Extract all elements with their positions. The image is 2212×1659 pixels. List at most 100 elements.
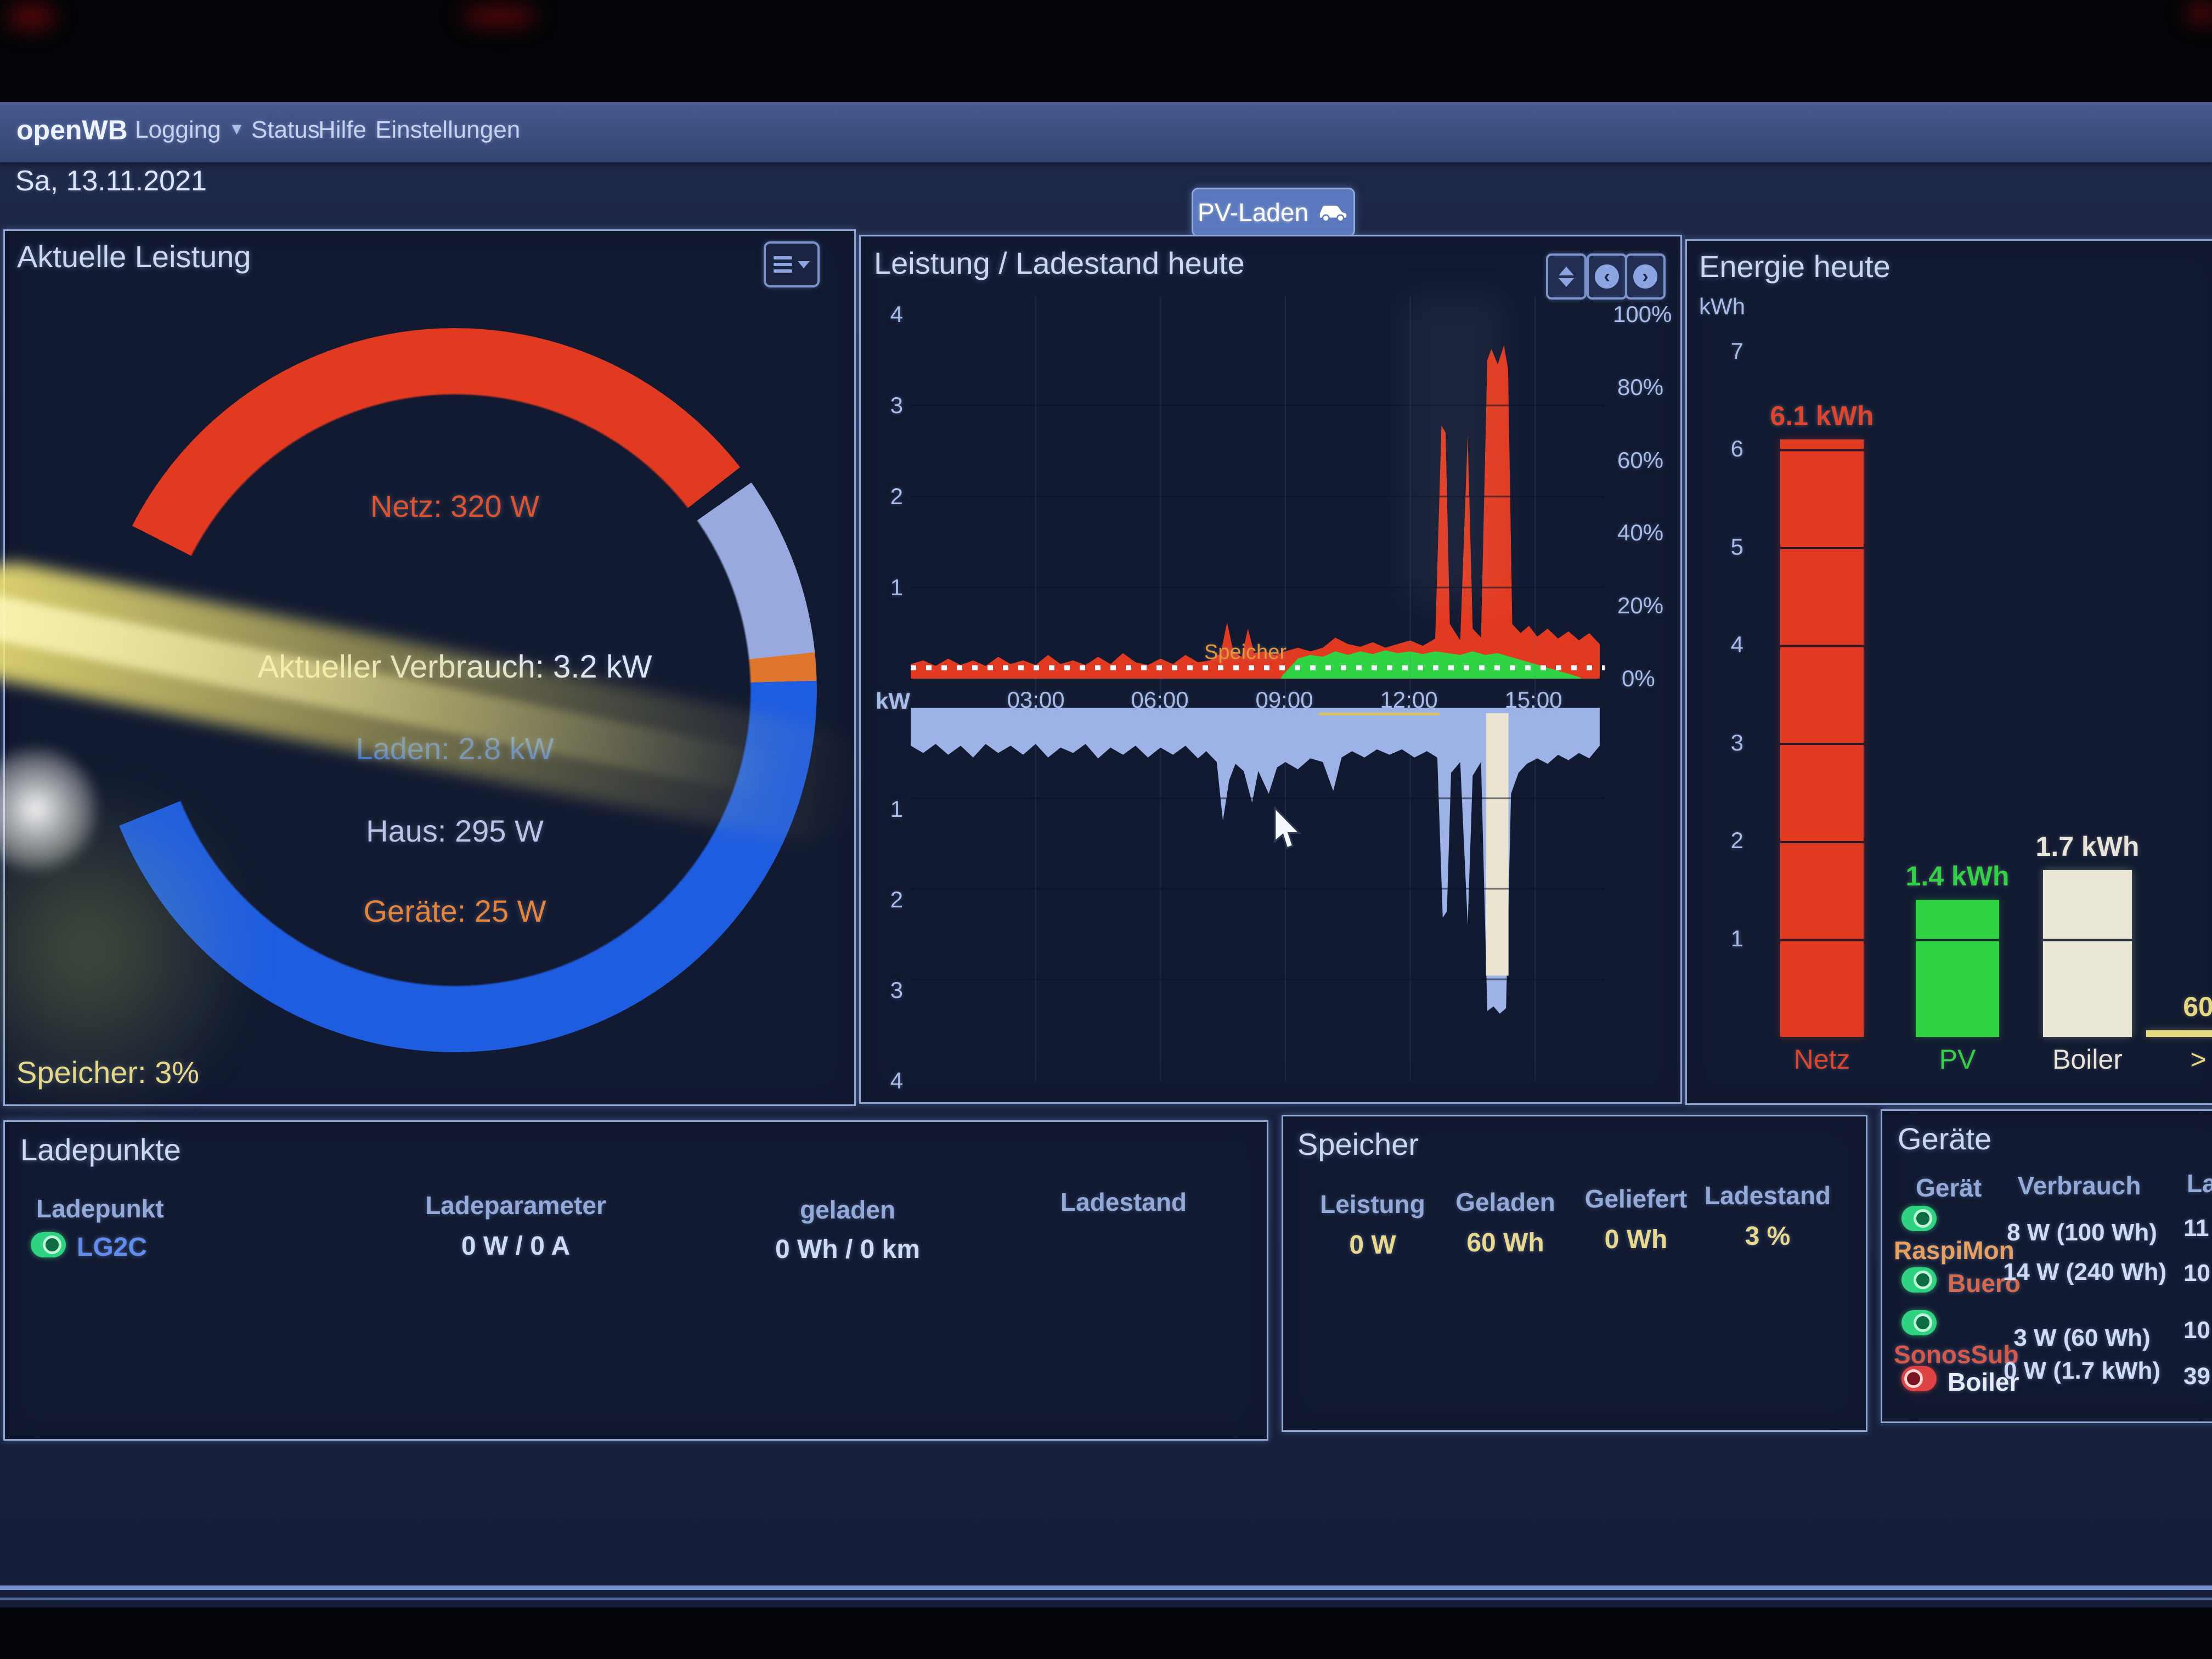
pv-laden-button[interactable]: PV-Laden [1192,188,1355,237]
x-tick: 03:00 [1007,687,1065,713]
energy-bar-slot-pv: 1.4 kWh [1906,351,2009,1037]
panel-speicher: Speicher [1282,1115,1867,1432]
y-tick-right: 60% [1617,447,1664,473]
gauge-speicher-value: Speicher: 3% [16,1055,200,1090]
device-laufzeit: 11 [2183,1215,2209,1242]
y-tick: 6 [1730,436,1743,461]
device-toggle[interactable] [1901,1267,1937,1293]
y-tick-right: 40% [1617,520,1664,545]
panel-title: Aktuelle Leistung [17,239,251,274]
gauge-geraete-value: Geräte: 25 W [363,894,546,928]
energy-bar-slot-boiler: 1.7 kWh [2036,351,2139,1037]
y-tick: 4 [890,301,903,327]
gauge-verbrauch-value: Aktueller Verbrauch: 3.2 kW [257,649,652,685]
y-tick: 2 [890,887,903,912]
y-tick: 4 [890,1068,903,1093]
col-header-verbrauch: Verbrauch [2017,1171,2141,1200]
app-logo: openWB [16,115,128,145]
panel-title: Ladepunkte [20,1132,181,1167]
panel-ladepunkte: Ladepunkte [3,1120,1268,1441]
col-header-laufzeit: La [2187,1169,2212,1198]
device-name: SonosSub [1894,1340,2019,1369]
y-tick: 1 [1730,926,1743,951]
device-verbrauch: 14 W (240 Wh) [2002,1259,2167,1285]
device-verbrauch: 8 W (100 Wh) [2007,1219,2157,1246]
y-tick: 1 [890,796,903,822]
speicher-geliefert-value: 0 Wh [1604,1225,1668,1254]
device-toggle[interactable] [1901,1310,1937,1335]
y-tick: 2 [890,483,903,509]
energy-bar-category: > [2190,1044,2207,1075]
panel-title: Geräte [1898,1121,1992,1156]
chart-next-button[interactable]: › [1625,253,1666,300]
sort-vertical-icon [1559,266,1574,287]
chart-sort-button[interactable] [1546,253,1587,300]
y-tick-right: 100% [1613,301,1672,327]
bezel-reflection [2186,2,2212,24]
nav-item-status[interactable]: Status [251,116,320,143]
device-name: RaspiMon [1894,1236,2015,1265]
energy-bar-category: Boiler [2052,1044,2123,1075]
car-icon [1319,205,1347,222]
energy-bar-slot-netz: 6.1 kWh [1770,351,1874,1037]
nav-item-einstellungen[interactable]: Einstellungen [375,116,521,143]
speicher-geladen-value: 60 Wh [1466,1228,1544,1257]
gauge-laden-value: Laden: 2.8 kW [356,731,554,766]
y-unit-label: kWh [1699,294,1745,319]
device-verbrauch: 3 W (60 Wh) [2013,1324,2151,1351]
y-tick: 3 [890,977,903,1003]
bezel-top [0,0,2212,102]
device-laufzeit: 10 [2183,1260,2210,1286]
ladeparameter-value: 0 W / 0 A [461,1232,571,1261]
panel-title: Energie heute [1699,249,1891,284]
energy-bar-category: Netz [1793,1044,1850,1075]
x-tick: 06:00 [1131,687,1189,713]
col-header-ladeparameter: Ladeparameter [425,1191,606,1220]
chart-prev-button[interactable]: ‹ [1587,253,1627,300]
panel-title: Speicher [1297,1127,1419,1161]
energy-bar-2 [2043,870,2132,1037]
speicher-leistung-value: 0 W [1349,1231,1396,1260]
chevron-right-icon: › [1633,264,1657,289]
x-tick: 12:00 [1380,687,1438,713]
nav-item-hilfe[interactable]: Hilfe [318,116,367,143]
x-tick: 09:00 [1255,687,1313,713]
col-header-geladen: Geladen [1455,1188,1555,1216]
bezel-bottom [0,1607,2212,1659]
date-label: Sa, 13.11.2021 [15,165,207,197]
energy-bar-label-1: 1.4 kWh [1905,860,2010,891]
bezel-reflection [461,5,538,27]
gauge-haus-value: Haus: 295 W [366,814,544,848]
soc-series-label: Speicher [1204,641,1286,664]
col-header-ladepunkt: Ladepunkt [36,1194,164,1223]
y-unit-label: kW [876,688,910,714]
device-verbrauch: 0 W (1.7 kWh) [2003,1357,2161,1384]
power-donut-gauge [93,328,817,1052]
gauge-menu-button[interactable] [764,241,820,287]
col-header-ladestand: Ladestand [1704,1181,1831,1210]
chevron-down-icon [798,261,810,268]
chargepoint-link[interactable]: LG2C [77,1233,148,1262]
navbar: openWB Logging ▼ Status Hilfe Einstellung… [0,102,2212,162]
device-toggle[interactable] [1901,1366,1937,1391]
energy-bar-label-0: 6.1 kWh [1770,400,1874,431]
energy-bar-category: PV [1939,1044,1976,1075]
x-tick: 15:00 [1504,687,1562,713]
y-tick: 3 [1730,730,1743,755]
col-header-geraet: Gerät [1916,1173,1982,1202]
mouse-cursor [1274,806,1302,850]
device-name: Boiler [1948,1368,2019,1396]
device-name: Buero [1948,1269,2021,1297]
energy-bar-1 [1916,899,1999,1037]
power-chart-svg [911,296,1605,1081]
gauge-netz-value: Netz: 320 W [370,489,540,523]
geladen-value: 0 Wh / 0 km [775,1235,921,1264]
hamburger-icon [774,256,792,273]
y-tick-right: 0% [1622,665,1655,691]
col-header-geliefert: Geliefert [1584,1184,1688,1213]
energy-bar-3 [2146,1030,2212,1037]
device-toggle[interactable] [1901,1206,1937,1231]
y-tick-right: 20% [1617,592,1664,618]
chargepoint-toggle[interactable] [31,1232,66,1257]
nav-item-logging[interactable]: Logging ▼ [135,116,245,143]
